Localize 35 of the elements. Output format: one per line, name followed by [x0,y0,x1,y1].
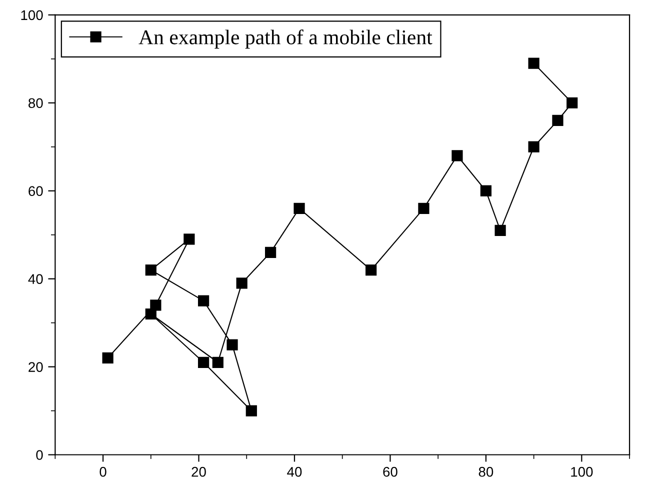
point [198,295,210,306]
x-tick-label: 40 [287,466,302,477]
point [566,97,578,108]
point [226,339,238,350]
point [480,185,492,196]
point [184,234,195,245]
point [212,356,224,368]
point [366,264,377,276]
x-tick-label: 0 [100,466,106,477]
point [494,224,506,236]
point [552,114,564,126]
point [294,202,305,214]
point [102,352,114,364]
point [198,356,210,368]
point [236,278,248,289]
y-tick-label: 80 [28,98,43,108]
x-tick-label: 20 [192,466,206,477]
legend-label: An example path of a mobile client [138,29,432,49]
x-tick-label: 60 [383,466,398,477]
y-tick-label: 100 [21,10,43,20]
point [150,300,162,311]
point [246,405,257,416]
point [145,308,156,320]
point [264,246,276,258]
y-tick-label: 20 [28,362,43,372]
point [418,202,430,214]
y-tick-label: 0 [36,450,43,460]
y-tick-label: 60 [28,186,43,196]
point [145,264,156,276]
point [528,141,540,152]
x-tick-label: 80 [478,466,494,477]
y-tick-label: 40 [28,274,43,284]
point [528,58,540,69]
x-tick-label: 100 [571,466,593,477]
point [452,150,463,162]
